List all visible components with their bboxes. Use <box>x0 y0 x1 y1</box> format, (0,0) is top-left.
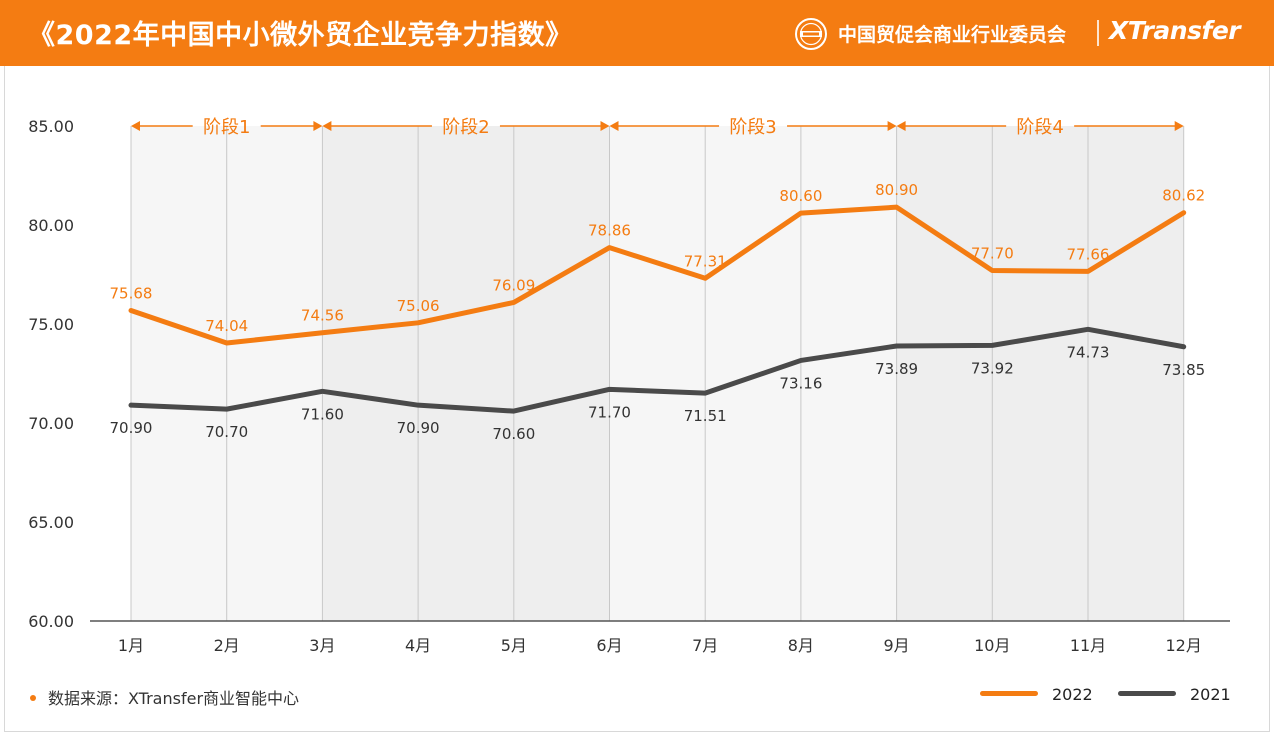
phase-arrowhead-right <box>1174 121 1184 131</box>
legend-item-2021: 2021 <box>1118 685 1231 704</box>
data-label-2021: 73.16 <box>779 374 822 392</box>
data-label-2022: 80.60 <box>779 187 822 205</box>
y-tick-label: 85.00 <box>28 117 74 136</box>
phase-label: 阶段2 <box>442 117 489 138</box>
x-tick-label: 1月 <box>118 636 144 655</box>
data-label-2022: 78.86 <box>588 222 631 240</box>
data-label-2022: 75.06 <box>397 297 440 315</box>
x-tick-label: 7月 <box>692 636 718 655</box>
series-line-2021 <box>128 326 1187 414</box>
phase-label: 阶段3 <box>729 117 776 138</box>
x-tick-label: 8月 <box>788 636 814 655</box>
data-label-2022: 77.31 <box>684 252 727 270</box>
data-label-2022: 77.66 <box>1067 245 1110 263</box>
header-divider <box>1097 20 1099 46</box>
phase-arrowhead-left <box>609 121 619 131</box>
phase-arrowhead-right <box>600 121 610 131</box>
x-tick-label: 9月 <box>884 636 910 655</box>
phase-arrowhead-left <box>322 121 332 131</box>
x-tick-label: 10月 <box>974 636 1010 655</box>
x-tick-label: 6月 <box>596 636 622 655</box>
phase-band-2 <box>322 126 610 621</box>
data-label-2021: 70.60 <box>492 425 535 443</box>
header-bar: 《2022年中国中小微外贸企业竞争力指数》 中国贸促会商业行业委员会 XTran… <box>0 0 1274 66</box>
source-text: 数据来源：XTransfer商业智能中心 <box>48 689 300 708</box>
data-label-2022: 76.09 <box>492 276 535 294</box>
y-tick-label: 75.00 <box>28 315 74 334</box>
phase-arrowhead-left <box>131 121 140 131</box>
phase-label: 阶段1 <box>203 117 250 138</box>
x-tick-label: 12月 <box>1166 636 1202 655</box>
ccpit-seal-icon <box>795 18 827 50</box>
data-label-2022: 80.90 <box>875 181 918 199</box>
phase-label: 阶段4 <box>1016 117 1063 138</box>
y-tick-label: 70.00 <box>28 414 74 433</box>
legend-swatch-2021 <box>1118 691 1176 696</box>
data-label-2022: 74.56 <box>301 307 344 325</box>
data-label-2021: 71.51 <box>684 407 727 425</box>
data-label-2021: 70.90 <box>397 419 440 437</box>
data-label-2022: 77.70 <box>971 245 1014 263</box>
phase-band-3 <box>609 126 897 621</box>
y-tick-label: 80.00 <box>28 216 74 235</box>
phase-arrowhead-right <box>887 121 897 131</box>
y-tick-label: 60.00 <box>28 612 74 631</box>
data-label-2021: 71.60 <box>301 405 344 423</box>
data-label-2022: 74.04 <box>205 317 248 335</box>
data-label-2021: 71.70 <box>588 403 631 421</box>
x-tick-label: 11月 <box>1070 636 1106 655</box>
legend-label-2021: 2021 <box>1190 685 1231 704</box>
source-note: 数据来源：XTransfer商业智能中心 <box>30 685 299 709</box>
data-label-2021: 73.85 <box>1162 361 1205 379</box>
data-label-2022: 75.68 <box>110 285 153 303</box>
legend-swatch-2022 <box>980 691 1038 696</box>
data-label-2022: 80.62 <box>1162 187 1205 205</box>
x-tick-label: 2月 <box>214 636 240 655</box>
bullet-dot <box>30 694 36 701</box>
org-name: 中国贸促会商业行业委员会 <box>838 24 1067 46</box>
y-tick-label: 65.00 <box>28 513 74 532</box>
data-label-2021: 70.70 <box>205 423 248 441</box>
data-label-2021: 74.73 <box>1067 343 1110 361</box>
page-title: 《2022年中国中小微外贸企业竞争力指数》 <box>28 20 573 51</box>
legend-label-2022: 2022 <box>1052 685 1093 704</box>
legend-item-2022: 2022 <box>980 685 1093 704</box>
series-line-2022 <box>128 204 1187 346</box>
x-tick-label: 3月 <box>309 636 335 655</box>
phase-band-4 <box>896 126 1184 621</box>
x-tick-label: 5月 <box>501 636 527 655</box>
data-label-2021: 70.90 <box>110 419 153 437</box>
phase-arrowhead-right <box>313 121 323 131</box>
phase-arrowhead-left <box>896 121 906 131</box>
chart-frame <box>4 66 1270 732</box>
data-label-2021: 73.89 <box>875 360 918 378</box>
brand-logo: XTransfer <box>1109 16 1241 45</box>
data-label-2021: 73.92 <box>971 359 1014 377</box>
x-tick-label: 4月 <box>405 636 431 655</box>
